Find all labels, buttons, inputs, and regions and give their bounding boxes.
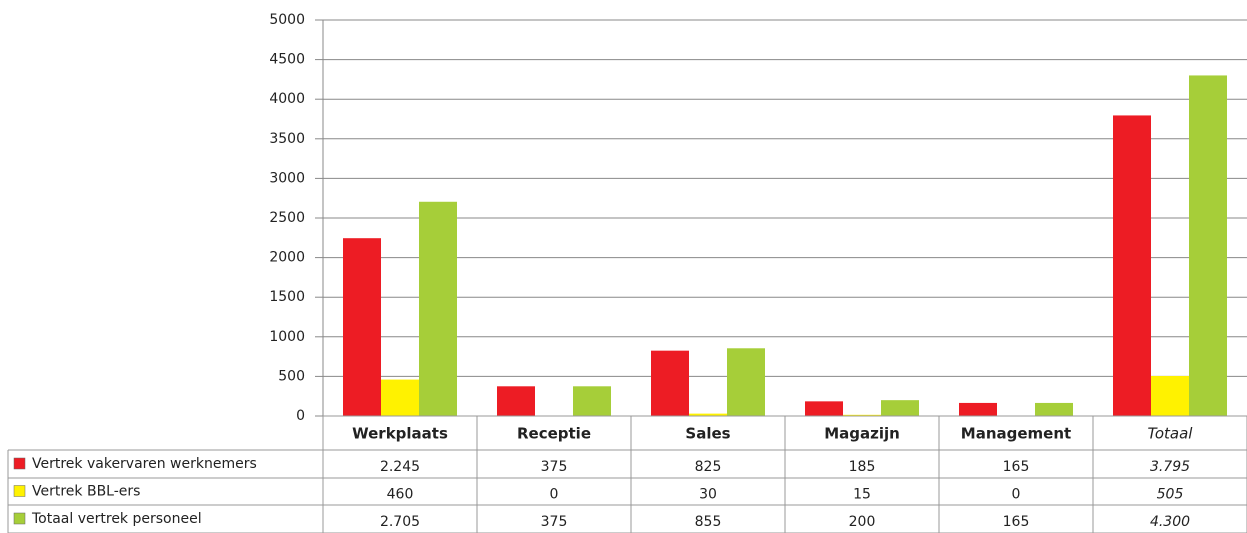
bar — [1035, 402, 1073, 416]
value-label: 4.300 — [1150, 514, 1190, 530]
bar — [1189, 75, 1227, 416]
x-tick-label: Werkplaats — [352, 425, 448, 443]
bar — [1113, 115, 1151, 416]
x-tick-label: Receptie — [517, 425, 591, 443]
legend-label: Vertrek BBL-ers — [32, 484, 140, 500]
y-tick-label: 4000 — [269, 91, 305, 107]
value-label: 855 — [695, 514, 722, 530]
bar — [843, 414, 881, 416]
value-label: 375 — [541, 459, 568, 475]
legend-swatch — [13, 512, 26, 525]
y-tick-label: 2000 — [269, 250, 305, 266]
value-label: 3.795 — [1150, 459, 1190, 475]
value-label: 200 — [849, 514, 876, 530]
value-label: 15 — [853, 487, 871, 503]
y-tick-label: 3000 — [269, 170, 305, 186]
y-tick-label: 4500 — [269, 52, 305, 68]
x-tick-label: Magazijn — [824, 425, 900, 443]
value-label: 2.705 — [380, 514, 420, 530]
legend-swatch — [13, 485, 26, 497]
y-tick-label: 2500 — [269, 210, 305, 226]
bar — [689, 413, 727, 416]
value-label: 460 — [387, 487, 414, 503]
bar — [419, 201, 457, 416]
bar — [727, 348, 765, 416]
x-tick-label: Totaal — [1148, 425, 1194, 443]
bar — [573, 386, 611, 416]
bar — [497, 386, 535, 416]
bar — [1151, 376, 1189, 416]
y-tick-label: 500 — [278, 368, 305, 384]
value-label: 30 — [699, 487, 717, 503]
value-label: 825 — [695, 459, 722, 475]
value-label: 165 — [1003, 514, 1030, 530]
x-tick-label: Sales — [685, 425, 730, 443]
value-label: 0 — [550, 487, 559, 503]
bar — [959, 402, 997, 416]
bar — [881, 400, 919, 416]
value-label: 375 — [541, 514, 568, 530]
value-label: 0 — [1012, 487, 1021, 503]
y-tick-label: 3500 — [269, 131, 305, 147]
y-tick-label: 1500 — [269, 289, 305, 305]
bar — [651, 350, 689, 416]
x-tick-label: Management — [961, 425, 1071, 443]
legend-label: Vertrek vakervaren werknemers — [32, 456, 257, 472]
y-tick-label: 0 — [296, 408, 305, 424]
y-tick-label: 1000 — [269, 329, 305, 345]
legend-swatch — [13, 457, 26, 470]
bar — [805, 401, 843, 416]
bar — [343, 238, 381, 416]
value-label: 185 — [849, 459, 876, 475]
value-label: 2.245 — [380, 459, 420, 475]
legend-label: Totaal vertrek personeel — [31, 511, 202, 527]
y-tick-label: 5000 — [269, 12, 305, 28]
bar — [381, 379, 419, 416]
value-label: 165 — [1003, 459, 1030, 475]
value-label: 505 — [1157, 487, 1184, 503]
